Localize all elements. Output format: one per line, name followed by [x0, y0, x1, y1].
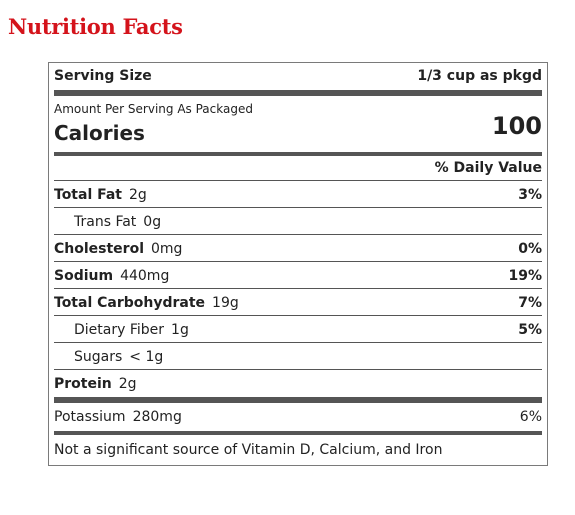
nutrient-name: Total Fat: [54, 187, 123, 203]
nutrient-daily-value: 7%: [518, 295, 542, 311]
medium-divider: [54, 152, 542, 156]
nutrient-row-total-fat: Total Fat 2g 3%: [54, 186, 542, 204]
nutrient-row-sodium: Sodium 440mg 19%: [54, 267, 542, 285]
daily-value-header-row: % Daily Value: [54, 159, 542, 177]
daily-value-header: % Daily Value: [434, 160, 542, 176]
page-title: Nutrition Facts: [8, 14, 183, 39]
nutrient-daily-value: 5%: [518, 322, 542, 338]
nutrient-amount: 1g: [171, 322, 189, 338]
nutrient-row-trans-fat: Trans Fat 0g: [54, 213, 542, 231]
nutrient-name: Sodium: [54, 268, 114, 284]
divider: [54, 261, 542, 262]
nutrient-amount: 19g: [212, 295, 239, 311]
nutrient-name: Dietary Fiber: [74, 322, 165, 338]
nutrient-daily-value: 19%: [508, 268, 542, 284]
nutrient-amount: 0mg: [151, 241, 183, 257]
divider: [54, 369, 542, 370]
nutrient-amount: 0g: [143, 214, 162, 230]
serving-size-value: 1/3 cup as pkgd: [417, 68, 542, 84]
nutrient-row-total-carbohydrate: Total Carbohydrate 19g 7%: [54, 294, 542, 312]
nutrient-row-protein: Protein 2g: [54, 375, 542, 393]
nutrient-row-cholesterol: Cholesterol 0mg 0%: [54, 240, 542, 258]
nutrient-daily-value: 0%: [518, 241, 542, 257]
serving-size-row: Serving Size 1/3 cup as pkgd: [54, 67, 542, 85]
medium-divider: [54, 431, 542, 435]
amount-per-serving-label: Amount Per Serving As Packaged: [54, 102, 253, 116]
nutrient-name: Cholesterol: [54, 241, 144, 257]
calories-label: Calories: [54, 121, 145, 145]
calories-value: 100: [491, 112, 542, 140]
nutrient-row-potassium: Potassium 280mg 6%: [54, 408, 542, 426]
serving-size-label: Serving Size: [54, 68, 152, 84]
divider: [54, 288, 542, 289]
nutrient-amount: 280mg: [132, 409, 182, 425]
nutrient-name: Potassium: [54, 409, 126, 425]
divider: [54, 315, 542, 316]
nutrient-amount: 2g: [129, 187, 147, 203]
nutrient-amount: 2g: [118, 376, 137, 392]
nutrient-amount: 440mg: [120, 268, 170, 284]
nutrient-daily-value: 6%: [519, 409, 542, 425]
nutrient-name: Trans Fat: [74, 214, 137, 230]
nutrient-daily-value: 3%: [518, 187, 542, 203]
divider: [54, 207, 542, 208]
nutrient-row-dietary-fiber: Dietary Fiber 1g 5%: [54, 321, 542, 339]
nutrient-name: Protein: [54, 376, 112, 392]
nutrient-row-sugars: Sugars < 1g: [54, 348, 542, 366]
nutrient-name: Total Carbohydrate: [54, 295, 206, 311]
nutrient-name: Sugars: [74, 349, 123, 365]
thick-divider: [54, 397, 542, 403]
nutrition-facts-panel: Serving Size 1/3 cup as pkgd Amount Per …: [48, 62, 548, 466]
nutrient-amount: < 1g: [129, 349, 164, 365]
thick-divider: [54, 90, 542, 96]
footnote: Not a significant source of Vitamin D, C…: [54, 442, 443, 458]
divider: [54, 234, 542, 235]
divider: [54, 180, 542, 181]
divider: [54, 342, 542, 343]
